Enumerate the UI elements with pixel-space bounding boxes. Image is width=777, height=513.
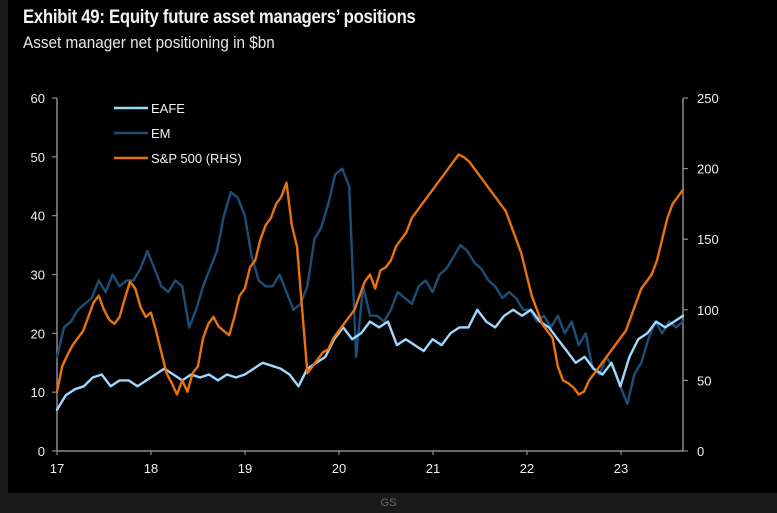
legend-label: S&P 500 (RHS) [151,151,242,166]
y2-tick-label: 200 [697,162,719,177]
x-tick-label: 21 [426,461,440,476]
y2-tick-label: 150 [697,232,719,247]
y-tick-label: 30 [31,268,45,283]
legend: EAFE EM S&P 500 (RHS) [114,101,242,166]
line-chart: 0 10 20 30 40 50 60 0 50 100 150 200 250 17 18 19 20 21 22… [31,91,719,476]
series-layer [55,153,685,411]
axes: 0 10 20 30 40 50 60 0 50 100 150 200 250 17 18 19 20 21 22… [31,91,719,476]
x-tick-label: 17 [50,461,64,476]
chart-title: Exhibit 49: Equity future asset managers… [23,7,416,28]
y-tick-label: 40 [31,209,45,224]
x-tick-label: 22 [520,461,534,476]
x-tick-label: 20 [332,461,346,476]
y-tick-label: 50 [31,150,45,165]
y-tick-label: 10 [31,385,45,400]
y2-tick-label: 50 [697,373,711,388]
y2-tick-label: 250 [697,91,719,106]
source-footer: GS [380,497,397,509]
y-tick-label: 20 [31,326,45,341]
series-line-em [55,167,685,406]
x-tick-label: 18 [144,461,158,476]
series-line-s-p-500-rhs [55,153,685,396]
x-tick-label: 23 [614,461,628,476]
x-tick-label: 19 [238,461,252,476]
legend-label: EM [151,126,171,141]
y-tick-label: 0 [38,444,45,459]
legend-label: EAFE [151,101,185,116]
y2-tick-label: 100 [697,303,719,318]
chart-panel [8,0,777,493]
chart-subtitle: Asset manager net positioning in $bn [23,33,275,52]
y2-tick-label: 0 [697,444,704,459]
y-tick-label: 60 [31,91,45,106]
series-line-eafe [55,308,685,411]
